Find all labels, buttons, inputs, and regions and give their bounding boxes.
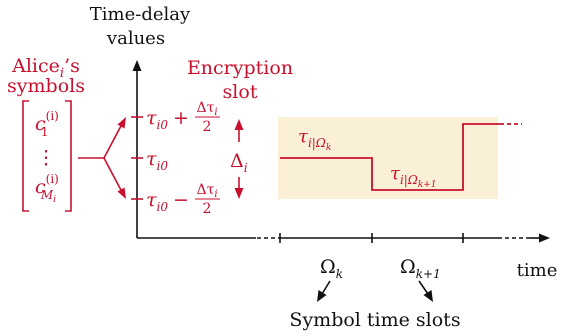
delta-range-arrow [234, 119, 244, 199]
encryption-slot-label-line2: slot [223, 81, 258, 103]
x-axis [137, 233, 550, 243]
level-lower-label: τi0− [146, 189, 189, 214]
left-bracket [22, 100, 29, 212]
symbol-time-slots-label: Symbol time slots [289, 309, 460, 331]
symbol-c1: c(i) 1 [35, 109, 59, 139]
y-axis-arrowhead [132, 60, 142, 71]
lower-frac-denominator: 2 [203, 201, 212, 217]
slot-pointer-arrows [321, 280, 429, 295]
mapping-arrows [78, 123, 123, 193]
signal-label-omega-k1: τi|Ωk+1 [390, 163, 437, 190]
alice-label-line1: Alicei’s [11, 55, 80, 81]
y-axis-title-line1: Time-delay [90, 4, 191, 25]
level-middle-label: τi0 [146, 148, 168, 173]
slot-label-omega-k: Ωk [320, 256, 343, 281]
encryption-slot-label-line1: Encryption [187, 57, 293, 79]
arrowhead-down [117, 187, 126, 199]
lower-frac-numerator: Δτi [196, 182, 217, 200]
y-axis-title-line2: values [106, 28, 165, 49]
delta-arrowhead-up [234, 119, 244, 130]
slot-pointer-arrowhead-right [423, 290, 433, 302]
level-upper-label: τi0 + [146, 107, 189, 132]
symbol-cm: c(i) Mi [35, 172, 59, 205]
slot-pointer-arrowhead-left [317, 290, 327, 302]
alice-label-line2: symbols [7, 75, 85, 97]
slot-label-omega-k1: Ωk+1 [400, 256, 441, 281]
upper-frac-numerator: Δτi [196, 100, 217, 118]
upper-frac-denominator: 2 [203, 119, 212, 135]
y-axis [132, 60, 142, 238]
right-bracket [65, 100, 72, 212]
arrowhead-up [117, 117, 126, 129]
vertical-dots: ⋮ [37, 147, 56, 169]
symbol-vector: c(i) 1 ⋮ c(i) Mi [22, 100, 72, 212]
signal-label-omega-k: τi|Ωk [298, 126, 331, 153]
delta-label: Δi [230, 150, 248, 175]
delta-arrowhead-down [234, 188, 244, 199]
x-axis-arrowhead [539, 233, 550, 243]
delay-signal-trace [280, 123, 500, 191]
x-axis-title: time [517, 260, 558, 281]
